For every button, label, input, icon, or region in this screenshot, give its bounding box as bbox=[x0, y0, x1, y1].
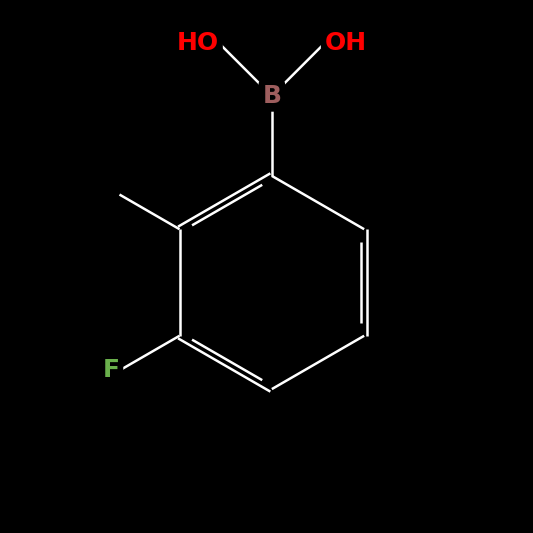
Text: F: F bbox=[102, 358, 119, 383]
Text: OH: OH bbox=[325, 31, 367, 55]
Text: HO: HO bbox=[177, 31, 219, 55]
Text: B: B bbox=[262, 84, 281, 108]
